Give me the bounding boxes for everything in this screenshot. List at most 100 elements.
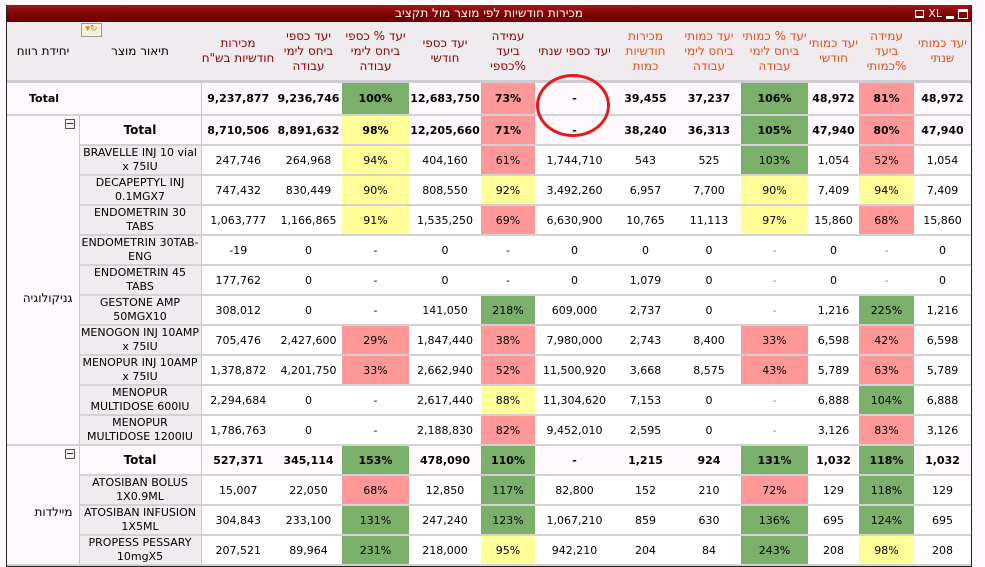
table-row[interactable]: PROPESS PESSARY 10mgX5 207,521 89,964 231% 2… [7,535,971,566]
table-row[interactable]: MENOPUR MULTIDOSE 600IU 2,294,684 0-2,617,… [7,385,971,416]
table-row[interactable]: ENDOMETRIN 30TAB-ENG -19 0-0-0 0 0-0-0 [7,235,971,266]
header-annual-qty-target[interactable]: יעד כמותי שנתי [914,22,971,83]
value-cell: 0 [614,235,677,266]
header-money-target-pct-workdays[interactable]: יעד % כספי ביחס לימי עבודה [342,22,409,83]
value-cell: 117% [481,475,535,506]
header-monthly-money-target[interactable]: יעד כספי חודשי [409,22,481,83]
product-name: MENOPUR MULTIDOSE 600IU [79,385,202,416]
value-cell: - [859,235,914,266]
table-row[interactable]: GESTONE AMP 50MGX10 308,012 0-141,050 218% 6… [7,295,971,326]
value-cell: 7,409 [808,175,859,206]
value-cell: 1,032 [914,445,971,476]
value-cell: 304,843 [201,505,275,536]
product-name: PROPESS PESSARY 10mgX5 [79,535,202,566]
header-monthly-qty-target[interactable]: יעד כמותי חודשי [808,22,859,83]
table-row[interactable]: MENOGON INJ 10AMP x 75IU 705,476 2,427,600… [7,325,971,356]
table-row[interactable]: ENDOMETRIN 45 TABS 177,762 0-0-0 1,079 0-0-0 [7,265,971,296]
collapse-icon[interactable] [64,119,75,129]
group-total-label: Total [79,445,202,476]
value-cell: 859 [614,505,677,536]
value-cell: - [741,295,808,326]
value-cell: 90% [741,175,808,206]
cycle-dropdown-icon[interactable]: ↻▾ [81,23,102,37]
value-cell: 1,744,710 [535,145,614,176]
value-cell: 124% [859,505,914,536]
value-cell: 71% [481,115,535,146]
value-cell: 38,240 [614,115,677,146]
header-monthly-sales-ils[interactable]: מכירות חודשיות בש"ח [201,22,275,83]
value-cell: 308,012 [201,295,275,326]
value-cell: 0 [275,385,342,416]
product-name: ATOSIBAN INFUSION 1X5ML [79,505,202,536]
header-money-target-achieve-pct[interactable]: עמידה ביעד %כספי [481,22,535,83]
value-cell: 2,294,684 [201,385,275,416]
value-cell: 177,762 [201,265,275,296]
print-icon[interactable] [915,9,925,18]
value-cell: 7,700 [677,175,741,206]
value-cell: 129 [914,475,971,506]
value-cell: 705,476 [201,325,275,356]
value-cell: 695 [914,505,971,536]
value-cell: 131% [342,505,409,536]
table-row[interactable]: MENOPUR INJ 10AMP x 75IU 1,378,872 4,201,7… [7,355,971,386]
header-profit-unit[interactable]: יחידת רווח [7,22,79,83]
header-monthly-sales-qty[interactable]: מכירות חודשיות כמות [614,22,677,83]
header-qty-target-pct-workdays[interactable]: יעד % כמותי ביחס לימי עבודה [741,22,808,83]
value-cell: 118% [859,475,914,506]
product-name: GESTONE AMP 50MGX10 [79,295,202,326]
window-title: מכירות חודשיות לפי מוצר מול תקציב [395,6,583,20]
value-cell: 80% [859,115,914,146]
value-cell: 695 [808,505,859,536]
value-cell: 5,789 [914,355,971,386]
header-qty-target-achieve-pct[interactable]: עמידה ביעד %כמותי [859,22,914,83]
value-cell: - [535,81,614,116]
value-cell: 81% [859,81,914,116]
value-cell: 129 [808,475,859,506]
table-row[interactable]: ATOSIBAN BOLUS 1X0.9ML 15,007 22,050 68% 12,… [7,475,971,506]
value-cell: 210 [677,475,741,506]
value-cell: 7,409 [914,175,971,206]
value-cell: 2,743 [614,325,677,356]
value-cell: 207,521 [201,535,275,566]
group-name: גניקולוגיה [22,290,73,305]
value-cell: 11,500,920 [535,355,614,386]
grand-total-label: Total [7,81,202,116]
value-cell: 61% [481,145,535,176]
table-row[interactable]: BRAVELLE INJ 10 vial x 75IU 247,746 264,96… [7,145,971,176]
value-cell: 231% [342,535,409,566]
excel-export-icon[interactable]: XL [928,7,942,20]
value-cell: 84 [677,535,741,566]
maximize-icon[interactable] [958,8,968,19]
value-cell: 141,050 [409,295,481,326]
minimize-icon[interactable] [946,15,954,19]
table-row[interactable]: ATOSIBAN INFUSION 1X5ML 304,843 233,100 131… [7,505,971,536]
value-cell: 90% [342,175,409,206]
value-cell: - [741,235,808,266]
table-row[interactable]: MENOPUR MULTIDOSE 1200IU 1,786,763 0-2,188… [7,415,971,446]
value-cell: 12,850 [409,475,481,506]
value-cell: 808,550 [409,175,481,206]
value-cell: 152 [614,475,677,506]
value-cell: 82,800 [535,475,614,506]
value-cell: 6,888 [808,385,859,416]
collapse-icon[interactable] [64,449,75,459]
header-annual-money-target[interactable]: יעד כספי שנתי [535,22,614,83]
header-product-description[interactable]: ↻▾ תיאור מוצר [79,22,201,83]
value-cell: 0 [677,295,741,326]
value-cell: - [741,415,808,446]
value-cell: 1,054 [914,145,971,176]
header-qty-target-workdays[interactable]: יעד כמותי ביחס לימי עבודה [677,22,741,83]
value-cell: 0 [535,235,614,266]
value-cell: 2,595 [614,415,677,446]
value-cell: 47,940 [808,115,859,146]
value-cell: 8,891,632 [275,115,342,146]
table-row[interactable]: DECAPEPTYL INJ 0.1MGX7 747,432 830,449 90% 8… [7,175,971,206]
header-money-target-workdays[interactable]: יעד כספי ביחס לימי עבודה [275,22,342,83]
value-cell: 924 [677,445,741,476]
table-row[interactable]: ENDOMETRIN 30 TABS 1,063,777 1,166,865 91% 1… [7,205,971,236]
value-cell: 1,378,872 [201,355,275,386]
value-cell: 345,114 [275,445,342,476]
value-cell: 105% [741,115,808,146]
value-cell: 830,449 [275,175,342,206]
product-name: DECAPEPTYL INJ 0.1MGX7 [79,175,202,206]
